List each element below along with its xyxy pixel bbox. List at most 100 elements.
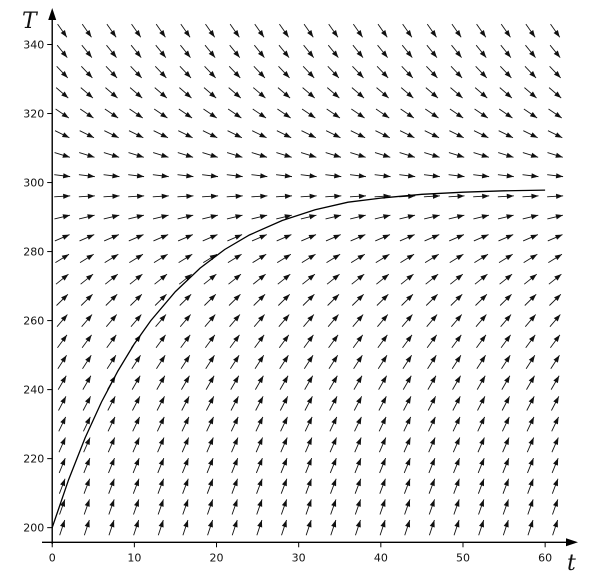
field-arrow bbox=[325, 130, 341, 139]
field-arrow bbox=[330, 519, 337, 536]
field-arrow bbox=[352, 314, 364, 327]
field-arrow bbox=[522, 173, 539, 179]
field-arrow-head bbox=[184, 50, 191, 58]
field-arrow bbox=[450, 273, 464, 285]
field-arrow-head bbox=[430, 314, 438, 322]
field-arrow-head bbox=[158, 416, 165, 425]
y-tick-label: 240 bbox=[23, 384, 44, 397]
field-arrow bbox=[153, 152, 169, 158]
field-arrow-head bbox=[407, 173, 416, 179]
field-arrow-head bbox=[257, 30, 264, 38]
field-arrow bbox=[58, 478, 66, 494]
solution-curve-layer bbox=[51, 189, 546, 528]
field-arrow-head bbox=[208, 30, 215, 38]
field-arrow bbox=[527, 478, 534, 494]
field-arrow bbox=[128, 234, 144, 242]
field-arrow-head bbox=[357, 234, 366, 240]
field-arrow bbox=[451, 44, 462, 58]
field-arrow bbox=[550, 375, 560, 390]
field-arrow-head bbox=[406, 294, 413, 302]
field-arrow-head bbox=[109, 396, 116, 404]
field-arrow bbox=[404, 519, 411, 536]
field-arrow bbox=[375, 108, 390, 119]
field-arrow-head bbox=[479, 416, 485, 425]
field-arrow bbox=[549, 293, 562, 306]
field-arrow-head bbox=[159, 274, 168, 281]
field-arrow bbox=[426, 23, 437, 38]
field-arrow bbox=[55, 108, 70, 119]
field-arrow-head bbox=[60, 50, 68, 58]
field-arrow bbox=[502, 457, 510, 474]
field-arrow bbox=[179, 293, 192, 306]
field-arrow bbox=[82, 355, 92, 369]
field-arrow bbox=[527, 519, 534, 536]
field-arrow-head bbox=[405, 355, 412, 363]
field-arrow bbox=[56, 66, 69, 79]
field-arrow bbox=[231, 478, 238, 494]
field-arrow-head bbox=[431, 274, 439, 281]
field-arrow-head bbox=[405, 396, 411, 404]
field-arrow-head bbox=[284, 214, 292, 220]
field-arrow-head bbox=[479, 499, 484, 507]
field-arrow bbox=[500, 334, 511, 348]
field-arrow bbox=[54, 173, 71, 179]
field-arrow-head bbox=[158, 396, 165, 404]
field-arrow bbox=[253, 66, 266, 79]
field-arrow-head bbox=[306, 478, 312, 487]
field-arrow bbox=[329, 457, 337, 474]
field-arrow-head bbox=[306, 458, 312, 466]
field-arrow-head bbox=[111, 214, 120, 220]
field-arrow bbox=[305, 519, 312, 536]
field-arrow bbox=[253, 44, 265, 58]
field-arrow bbox=[526, 437, 535, 453]
field-arrow-head bbox=[158, 478, 164, 487]
field-arrow-head bbox=[405, 499, 411, 507]
field-arrow-head bbox=[503, 520, 509, 528]
field-arrow bbox=[155, 314, 167, 327]
field-arrow bbox=[328, 375, 338, 390]
field-arrow bbox=[527, 457, 534, 474]
field-arrow bbox=[177, 234, 193, 242]
field-arrow bbox=[276, 130, 292, 139]
field-arrow-head bbox=[135, 294, 142, 302]
field-arrow-head bbox=[183, 499, 189, 507]
field-arrow-head bbox=[61, 91, 69, 99]
field-arrow bbox=[523, 253, 538, 264]
field-arrow-head bbox=[160, 254, 168, 261]
field-arrow bbox=[448, 193, 465, 199]
field-arrow bbox=[350, 234, 366, 242]
field-arrow bbox=[300, 193, 317, 199]
field-arrow bbox=[451, 334, 462, 348]
field-arrow bbox=[351, 273, 365, 285]
field-arrow bbox=[276, 253, 292, 264]
field-arrow-head bbox=[87, 214, 95, 220]
field-arrow-head bbox=[405, 520, 411, 528]
field-arrow-head bbox=[84, 478, 90, 487]
field-arrow bbox=[377, 44, 389, 58]
field-arrow-head bbox=[380, 416, 387, 425]
field-arrow-head bbox=[528, 355, 535, 363]
field-arrow-head bbox=[479, 458, 485, 466]
field-arrow bbox=[78, 214, 95, 220]
field-arrow-head bbox=[381, 334, 388, 343]
field-arrow bbox=[401, 314, 413, 327]
field-arrow bbox=[376, 66, 389, 79]
field-arrow-head bbox=[306, 396, 313, 404]
field-arrow-head bbox=[134, 437, 140, 445]
field-arrow bbox=[498, 234, 514, 242]
field-arrow-head bbox=[506, 193, 514, 199]
field-arrow-head bbox=[503, 416, 510, 425]
field-arrow-head bbox=[430, 334, 437, 343]
field-arrow-head bbox=[283, 132, 292, 138]
field-arrow bbox=[278, 293, 291, 306]
field-arrow-head bbox=[479, 520, 484, 528]
field-arrow-head bbox=[430, 91, 438, 99]
field-arrow bbox=[376, 273, 390, 285]
field-arrow-head bbox=[136, 173, 145, 179]
field-arrow bbox=[374, 152, 391, 158]
field-arrow-head bbox=[553, 375, 560, 384]
field-arrow-head bbox=[429, 458, 435, 466]
field-arrow bbox=[179, 314, 191, 327]
field-arrow bbox=[104, 253, 119, 264]
field-arrow bbox=[155, 334, 166, 348]
